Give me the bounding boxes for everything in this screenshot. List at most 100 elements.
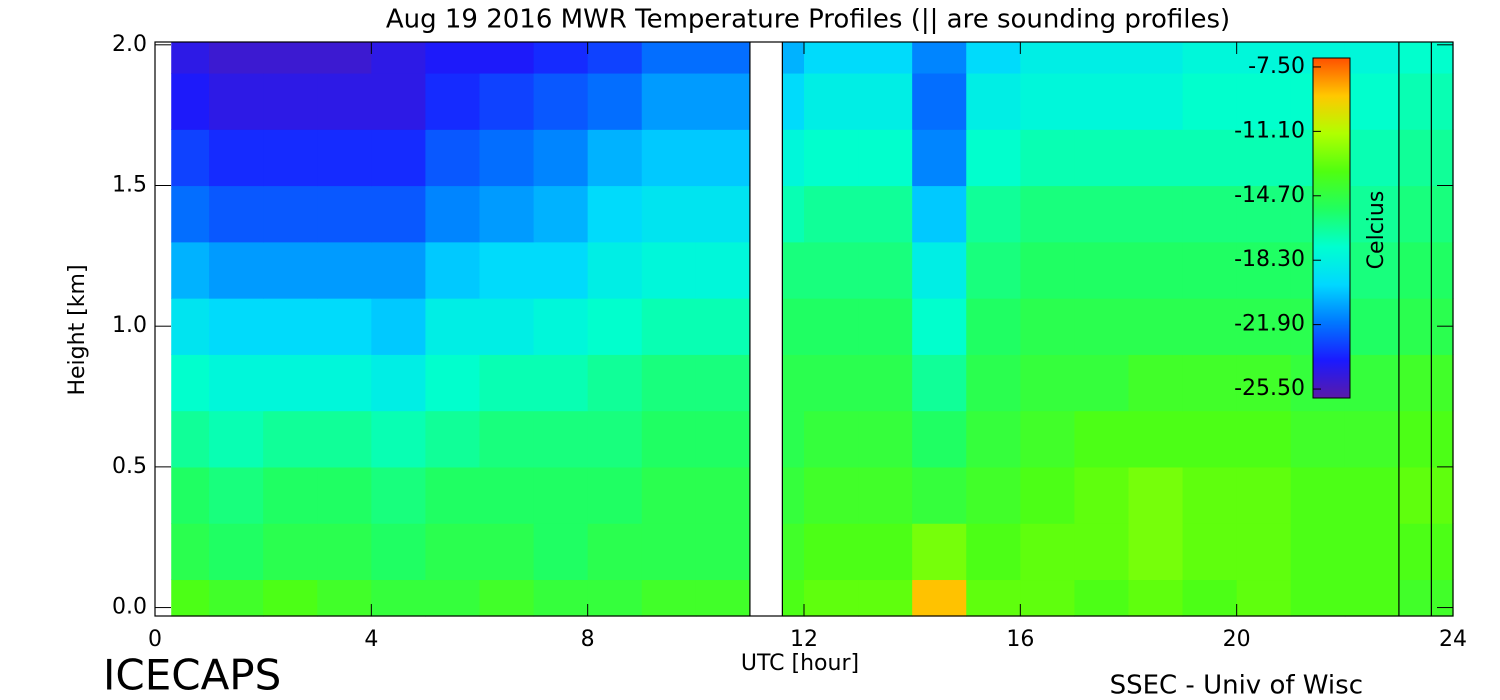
x-tick-label: 24 <box>1439 627 1467 652</box>
heatmap-cell <box>209 410 264 468</box>
heatmap-cell <box>782 354 805 412</box>
heatmap-cell <box>695 579 751 617</box>
heatmap-cell <box>1020 185 1076 243</box>
heatmap-cell <box>1020 241 1076 299</box>
heatmap-cell <box>371 185 427 243</box>
heatmap-cell <box>1236 523 1292 581</box>
heatmap-cell <box>641 354 697 412</box>
heatmap-cell <box>1182 523 1238 581</box>
x-tick-label: 20 <box>1223 627 1251 652</box>
heatmap-cell <box>912 129 967 187</box>
heatmap-cell <box>1344 523 1400 581</box>
heatmap-cell <box>425 410 481 468</box>
heatmap-cell <box>209 579 264 617</box>
heatmap-cell <box>912 579 967 617</box>
heatmap-cell <box>171 579 210 617</box>
heatmap-cell <box>533 579 589 617</box>
heatmap-cell <box>1236 354 1292 412</box>
heatmap-cell <box>171 523 210 581</box>
heatmap-cell <box>641 42 697 74</box>
heatmap-cell <box>1074 523 1130 581</box>
heatmap-cell <box>425 241 481 299</box>
heatmap-cell <box>782 466 805 524</box>
heatmap-cell <box>1398 579 1454 617</box>
heatmap-cell <box>858 241 913 299</box>
heatmap-cell <box>479 466 535 524</box>
heatmap-cell <box>1236 466 1292 524</box>
heatmap-cell <box>1344 185 1400 243</box>
heatmap-cell <box>804 354 859 412</box>
y-tick-label: 1.5 <box>112 173 147 198</box>
heatmap-cell <box>695 298 751 355</box>
heatmap-cell <box>1398 466 1454 524</box>
heatmap-cell <box>533 72 589 130</box>
heatmap-cell <box>317 354 372 412</box>
heatmap-cell <box>1020 354 1076 412</box>
heatmap-cell <box>587 523 643 581</box>
heatmap-cell <box>587 185 643 243</box>
heatmap-cell <box>371 523 427 581</box>
heatmap-cell <box>1398 185 1454 243</box>
colorbar <box>1312 57 1351 399</box>
heatmap-cell <box>371 129 427 187</box>
heatmap-cell <box>1020 298 1076 355</box>
heatmap-cell <box>912 185 967 243</box>
y-axis-label: Height [km] <box>65 264 90 395</box>
heatmap-cell <box>1236 410 1292 468</box>
colorbar-tick-label: -18.30 <box>1234 247 1305 272</box>
heatmap-cell <box>479 241 535 299</box>
heatmap-cell <box>263 354 318 412</box>
heatmap-cell <box>425 523 481 581</box>
heatmap-cell <box>479 42 535 74</box>
heatmap-cell <box>1398 42 1454 74</box>
y-tick-label: 0.0 <box>112 595 147 620</box>
heatmap-cell <box>587 579 643 617</box>
heatmap-cell <box>587 298 643 355</box>
heatmap-cell <box>425 579 481 617</box>
heatmap-cell <box>317 410 372 468</box>
heatmap-cell <box>782 129 805 187</box>
heatmap-cell <box>782 42 805 74</box>
heatmap-cell <box>425 129 481 187</box>
heatmap-cell <box>966 354 1021 412</box>
heatmap-cell <box>371 466 427 524</box>
heatmap-cell <box>1074 129 1130 187</box>
heatmap-cell <box>1344 241 1400 299</box>
heatmap-cell <box>1020 129 1076 187</box>
heatmap-cell <box>912 241 967 299</box>
heatmap-cell <box>317 185 372 243</box>
heatmap-cell <box>317 466 372 524</box>
heatmap-cell <box>1398 410 1454 468</box>
heatmap-cell <box>533 241 589 299</box>
heatmap-cell <box>966 298 1021 355</box>
heatmap-cell <box>966 72 1021 130</box>
heatmap-cell <box>858 466 913 524</box>
heatmap-cell <box>263 466 318 524</box>
heatmap-cell <box>641 72 697 130</box>
heatmap-cell <box>641 241 697 299</box>
heatmap-cell <box>1182 410 1238 468</box>
heatmap-cell <box>1074 298 1130 355</box>
heatmap-cell <box>966 185 1021 243</box>
heatmap-cell <box>1074 72 1130 130</box>
heatmap-cell <box>209 42 264 74</box>
heatmap-cell <box>1128 42 1184 74</box>
heatmap-cell <box>912 72 967 130</box>
heatmap-cell <box>425 185 481 243</box>
heatmap-cell <box>171 410 210 468</box>
heatmap-cell <box>263 410 318 468</box>
heatmap-cell <box>641 129 697 187</box>
heatmap-cell <box>209 523 264 581</box>
heatmap-cell <box>479 523 535 581</box>
heatmap-cell <box>209 129 264 187</box>
heatmap-cell <box>858 298 913 355</box>
heatmap-cell <box>782 579 805 617</box>
heatmap-cell <box>1236 241 1292 299</box>
heatmap-cell <box>1182 354 1238 412</box>
heatmap-cell <box>1128 185 1184 243</box>
heatmap-cell <box>479 72 535 130</box>
footer-right: SSEC - Univ of Wisc <box>1110 671 1363 700</box>
heatmap-cell <box>425 72 481 130</box>
heatmap-cell <box>695 185 751 243</box>
heatmap-cell <box>1074 466 1130 524</box>
